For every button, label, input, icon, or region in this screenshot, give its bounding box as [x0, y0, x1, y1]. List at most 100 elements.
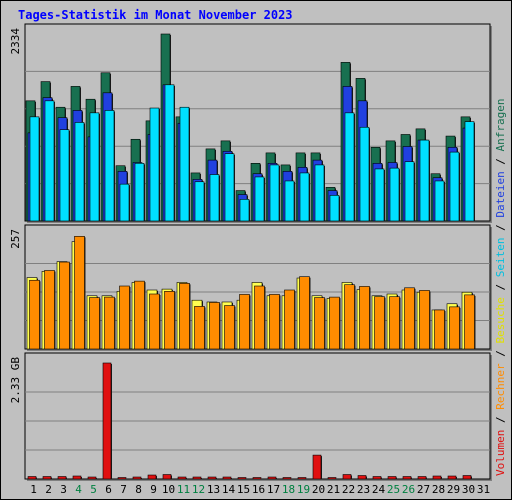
x-tick-label: 25	[387, 483, 400, 496]
legend-item-rechner: Rechner	[494, 363, 507, 410]
bar-rechner	[284, 289, 295, 350]
y-max-label: 2334	[9, 28, 22, 55]
x-tick-label: 6	[105, 483, 112, 496]
bar-rechner	[179, 283, 190, 350]
bar-rechner	[194, 306, 205, 350]
bar-volumen	[372, 476, 382, 480]
bar-seiten	[224, 153, 235, 222]
bar-volumen	[132, 476, 142, 480]
bar-seiten	[269, 164, 280, 222]
x-tick-label: 9	[150, 483, 157, 496]
x-tick-label: 8	[135, 483, 142, 496]
bar-seiten	[404, 161, 415, 222]
x-tick-label: 23	[357, 483, 370, 496]
bar-volumen	[117, 477, 127, 480]
bar-rechner	[89, 297, 100, 350]
x-tick-label: 16	[252, 483, 265, 496]
bar-seiten	[389, 167, 400, 222]
bar-volumen	[237, 477, 247, 480]
bar-rechner	[209, 302, 220, 350]
bar-seiten	[254, 176, 265, 222]
x-tick-label: 14	[222, 483, 236, 496]
chart-title: Tages-Statistik im Monat November 2023	[18, 8, 293, 22]
legend-separator: /	[494, 151, 507, 171]
bar-seiten	[434, 180, 445, 222]
bar-rechner	[449, 306, 460, 350]
bar-volumen	[402, 476, 412, 480]
legend-separator: /	[494, 277, 507, 297]
bar-volumen	[327, 477, 337, 480]
bar-rechner	[329, 296, 340, 350]
bar-volumen	[297, 477, 307, 480]
bar-rechner	[104, 296, 115, 350]
x-axis-labels: 1 2 3 4 5 6 7 8 9 10 11 12 13 14 15 16 17 18 19 20 21 22 23 24 2…	[30, 483, 490, 496]
bar-rechner	[314, 297, 325, 350]
bar-volumen	[342, 474, 352, 480]
x-tick-label: 30	[462, 483, 475, 496]
x-tick-label: 4	[75, 483, 82, 496]
legend-separator: /	[494, 344, 507, 364]
bar-seiten	[299, 172, 310, 222]
bar-rechner	[299, 276, 310, 350]
legend-item-volumen: Volumen	[494, 430, 507, 476]
bar-rechner	[149, 293, 160, 350]
x-tick-label: 13	[207, 483, 220, 496]
bar-seiten	[119, 183, 130, 222]
bar-seiten	[179, 106, 190, 222]
bar-seiten	[359, 126, 370, 222]
legend-item-anfragen: Anfragen	[494, 98, 507, 151]
bar-volumen	[252, 477, 262, 480]
bar-rechner	[59, 261, 70, 350]
bar-seiten	[344, 112, 355, 222]
bar-rechner	[419, 290, 430, 350]
bar-rechner	[389, 296, 400, 350]
bar-rechner	[464, 294, 475, 350]
bar-seiten	[449, 151, 460, 222]
x-tick-label: 24	[372, 483, 386, 496]
x-tick-label: 15	[237, 483, 250, 496]
bar-volumen	[72, 475, 82, 480]
y-max-label: 257	[9, 229, 22, 249]
bar-rechner	[434, 309, 445, 350]
legend: Volumen / Rechner / Besuche / Seiten / D…	[494, 98, 507, 476]
bar-seiten	[29, 116, 40, 222]
x-tick-label: 12	[192, 483, 205, 496]
bar-volumen	[42, 476, 52, 480]
bar-rechner	[374, 296, 385, 350]
bar-rechner	[74, 236, 85, 350]
x-tick-label: 21	[327, 483, 340, 496]
y-max-label: 2.33 GB	[9, 357, 22, 404]
bar-seiten	[314, 164, 325, 222]
x-tick-label: 29	[447, 483, 460, 496]
x-tick-label: 11	[177, 483, 190, 496]
x-tick-label: 2	[45, 483, 52, 496]
bar-seiten	[89, 112, 100, 222]
bar-seiten	[209, 174, 220, 222]
x-tick-label: 10	[162, 483, 175, 496]
bar-rechner	[29, 279, 40, 350]
bar-volumen	[192, 476, 202, 480]
bar-volumen	[27, 476, 37, 480]
bar-volumen	[162, 474, 172, 480]
bar-seiten	[419, 139, 430, 222]
bar-seiten	[374, 168, 385, 222]
bar-rechner	[404, 287, 415, 350]
bar-volumen	[267, 476, 277, 480]
bar-volumen	[207, 476, 217, 480]
bar-rechner	[134, 280, 145, 350]
bar-volumen	[177, 476, 187, 480]
x-tick-label: 17	[267, 483, 280, 496]
bar-volumen	[357, 475, 367, 480]
bar-volumen	[462, 475, 472, 480]
x-tick-label: 28	[432, 483, 445, 496]
bar-volumen	[387, 476, 397, 480]
x-tick-label: 22	[342, 483, 355, 496]
bar-seiten	[134, 163, 145, 222]
bar-volumen	[87, 476, 97, 480]
bar-seiten	[149, 107, 160, 222]
bar-rechner	[239, 294, 250, 350]
bar-volumen	[147, 474, 157, 480]
bar-rechner	[344, 284, 355, 350]
